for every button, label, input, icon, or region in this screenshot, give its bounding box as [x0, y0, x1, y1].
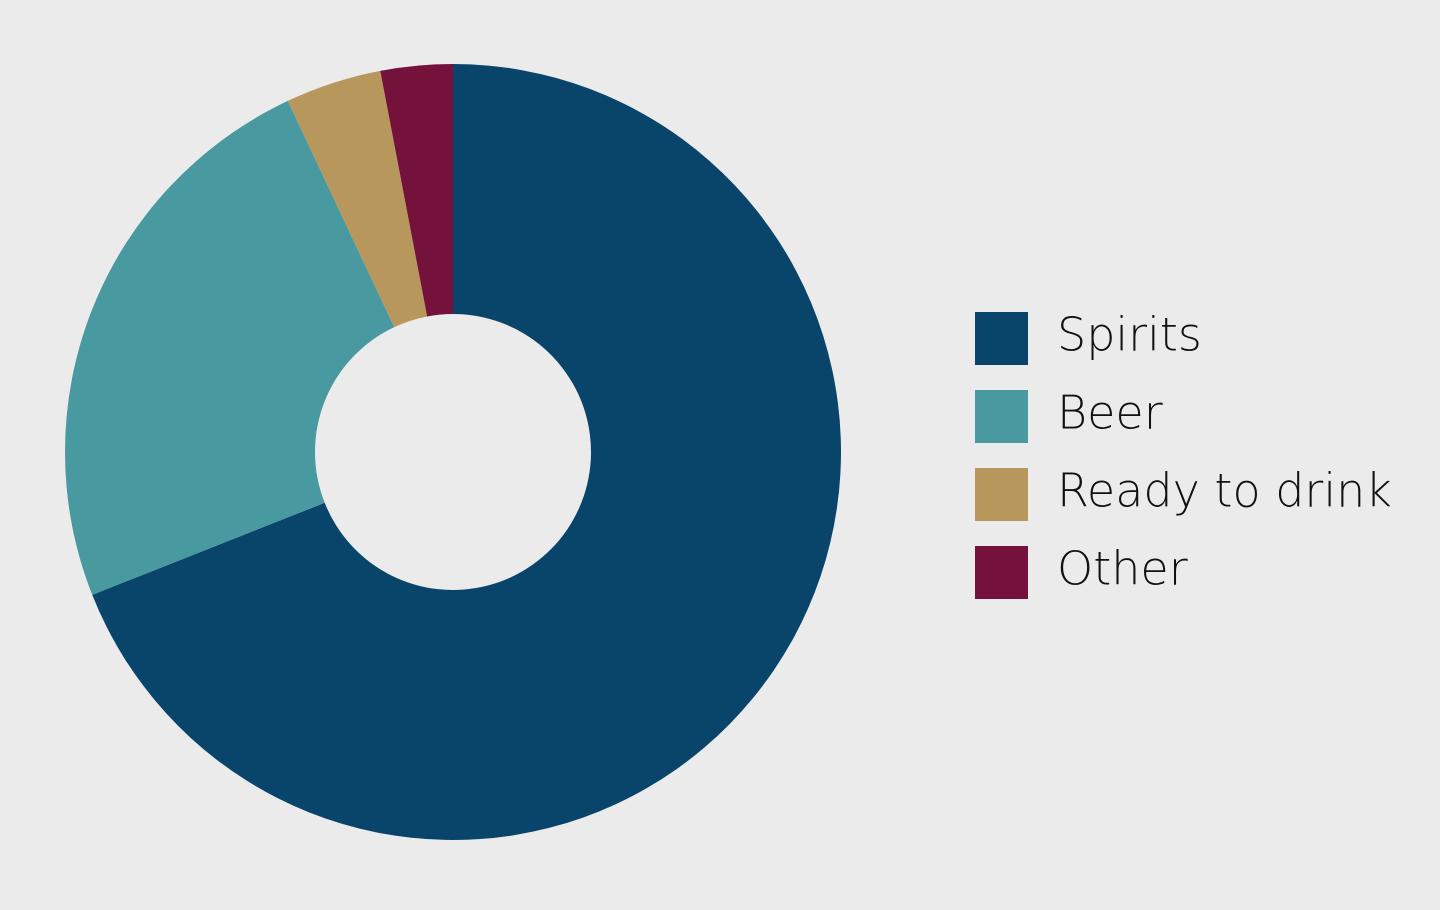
- legend-label: Spirits: [1057, 308, 1202, 362]
- legend-swatch: [975, 390, 1028, 443]
- donut-slice: [92, 64, 842, 840]
- legend-swatch: [975, 468, 1028, 521]
- legend-label: Other: [1057, 542, 1188, 596]
- legend-label: Ready to drink: [1057, 464, 1392, 518]
- donut-slice: [65, 100, 395, 595]
- legend-swatch: [975, 312, 1028, 365]
- donut-slice: [380, 64, 453, 317]
- legend-label: Beer: [1057, 386, 1163, 440]
- legend-swatch: [975, 546, 1028, 599]
- donut-slice: [287, 70, 428, 328]
